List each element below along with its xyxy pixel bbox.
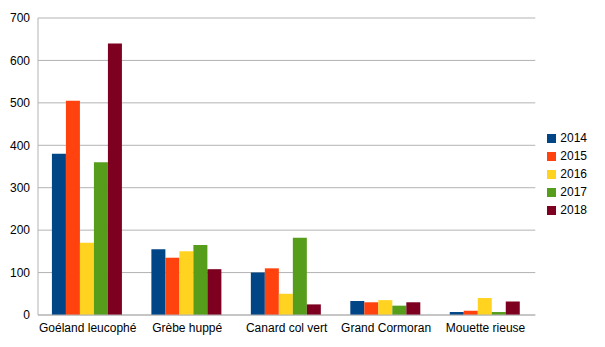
html-text:2015: 2015 (560, 148, 587, 163)
svg-text:500: 500 (10, 96, 30, 110)
svg-text:Canard col vert: Canard col vert (246, 321, 328, 335)
svg-text:Goéland leucophé: Goéland leucophé (39, 321, 137, 335)
svg-text:600: 600 (10, 54, 30, 68)
svg-text:Grand Cormoran: Grand Cormoran (341, 321, 431, 335)
html-text:2018: 2018 (560, 202, 587, 217)
svg-text:0: 0 (23, 308, 30, 322)
svg-text:200: 200 (10, 223, 30, 237)
svg-text:Grèbe huppé: Grèbe huppé (152, 321, 222, 335)
svg-text:300: 300 (10, 181, 30, 195)
html-text:2017: 2017 (560, 184, 587, 199)
html-text:2014: 2014 (560, 130, 587, 145)
svg-text:400: 400 (10, 139, 30, 153)
svg-text:700: 700 (10, 11, 30, 25)
svg-text:100: 100 (10, 266, 30, 280)
html-text:2016: 2016 (560, 166, 587, 181)
svg-text:Mouette rieuse: Mouette rieuse (446, 321, 526, 335)
